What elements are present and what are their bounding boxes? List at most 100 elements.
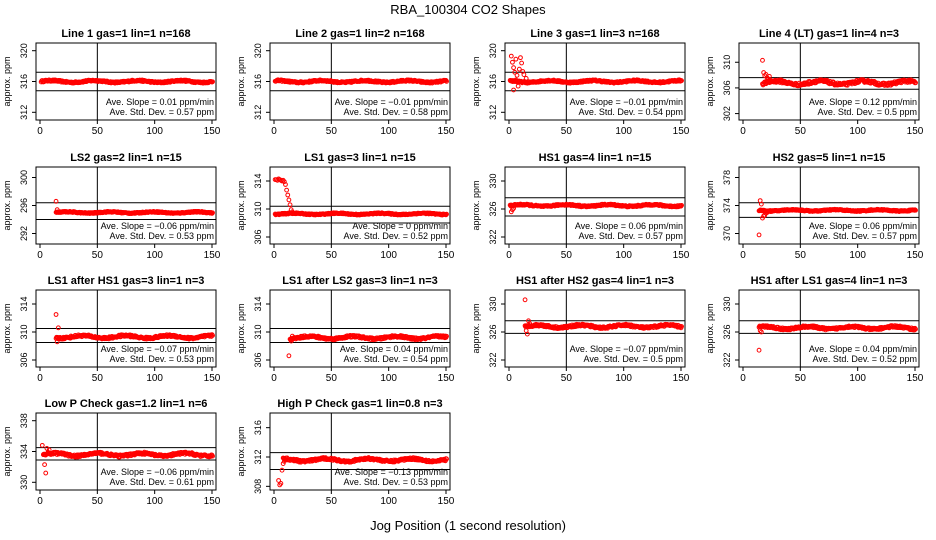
x-tick-label: 100 [849, 126, 866, 137]
std-dev-annotation: Ave. Std. Dev. = 0.53 ppm [110, 354, 214, 364]
x-tick-label: 150 [673, 250, 690, 261]
std-dev-annotation: Ave. Std. Dev. = 0.61 ppm [110, 477, 214, 487]
data-point [444, 333, 449, 339]
panel-title: Low P Check gas=1.2 lin=1 n=6 [45, 398, 208, 410]
x-tick-label: 150 [673, 126, 690, 137]
data-point [510, 59, 515, 65]
y-axis-label: approx. ppm [236, 56, 246, 106]
x-tick-label: 100 [380, 126, 397, 137]
y-tick-label: 316 [253, 74, 263, 89]
x-tick-label: 50 [795, 126, 807, 137]
y-tick-label: 310 [722, 55, 732, 70]
x-tick-label: 50 [92, 496, 104, 507]
data-point [55, 325, 61, 331]
slope-annotation: Ave. Slope = −0.13 ppm/min [335, 467, 448, 477]
y-tick-label: 330 [488, 296, 498, 311]
plot-frame [504, 166, 686, 245]
y-tick-label: 320 [253, 43, 263, 58]
x-tick-label: 0 [506, 126, 512, 137]
std-dev-annotation: Ave. Std. Dev. = 0.5 ppm [818, 107, 917, 117]
y-tick-label: 310 [253, 201, 263, 216]
data-point [276, 478, 281, 483]
data-point [283, 182, 288, 187]
y-tick-label: 312 [488, 105, 498, 120]
slope-annotation: Ave. Slope = 0.06 ppm/min [575, 221, 683, 231]
y-tick-label: 320 [488, 43, 498, 58]
panel-12: HS1 after LS1 gas=4 lin=1 n=3 approx. ppm… [705, 275, 924, 384]
y-axis-label: approx. ppm [471, 303, 481, 353]
x-tick-label: 100 [380, 496, 397, 507]
y-tick-label: 292 [19, 226, 29, 241]
x-tick-label: 50 [326, 373, 338, 384]
data-point [522, 297, 528, 303]
std-dev-annotation: Ave. Std. Dev. = 0.5 ppm [584, 354, 683, 364]
y-axis-label: approx. ppm [471, 180, 481, 230]
std-dev-annotation: Ave. Std. Dev. = 0.52 ppm [344, 231, 448, 241]
y-tick-label: 316 [253, 420, 263, 435]
x-tick-label: 100 [849, 373, 866, 384]
plot-frame [269, 166, 451, 245]
data-point [53, 312, 59, 317]
std-dev-annotation: Ave. Std. Dev. = 0.57 ppm [813, 231, 917, 241]
y-tick-label: 306 [19, 352, 29, 367]
slope-annotation: Ave. Slope = 0.04 ppm/min [340, 344, 448, 354]
panel-3: Line 3 gas=1 lin=3 n=168 approx. ppm 312 31… [471, 28, 690, 137]
data-point [281, 179, 287, 185]
y-tick-label: 316 [488, 74, 498, 89]
std-dev-annotation: Ave. Std. Dev. = 0.54 ppm [344, 354, 448, 364]
panel-title: HS2 gas=5 lin=1 n=15 [773, 152, 886, 164]
x-tick-label: 100 [380, 250, 397, 261]
panel-2: Line 2 gas=1 lin=2 n=168 approx. ppm 312 31… [236, 28, 455, 137]
y-axis-label: approx. ppm [705, 56, 715, 106]
x-tick-label: 0 [506, 373, 512, 384]
figure-title: RBA_100304 CO2 Shapes [390, 2, 546, 17]
y-axis-label: approx. ppm [236, 180, 246, 230]
data-point [512, 69, 518, 75]
y-tick-label: 314 [19, 296, 29, 311]
panel-title: HS1 after HS2 gas=4 lin=1 n=3 [516, 275, 674, 287]
panel-13: Low P Check gas=1.2 lin=1 n=6 approx. ppm… [2, 398, 221, 507]
y-tick-label: 310 [253, 324, 263, 339]
plot-frame [504, 289, 686, 368]
slope-annotation: Ave. Slope = 0.01 ppm/min [106, 97, 214, 107]
y-tick-label: 326 [488, 201, 498, 216]
y-axis-label: approx. ppm [2, 56, 12, 106]
y-tick-label: 296 [19, 198, 29, 213]
x-tick-label: 50 [326, 250, 338, 261]
data-point [516, 66, 522, 72]
data-point [285, 192, 291, 198]
panel-title: Line 2 gas=1 lin=2 n=168 [295, 28, 424, 40]
x-tick-label: 50 [561, 250, 573, 261]
y-tick-label: 322 [488, 352, 498, 367]
panel-title: LS1 after LS2 gas=3 lin=1 n=3 [282, 275, 438, 287]
panel-title: HS1 gas=4 lin=1 n=15 [539, 152, 652, 164]
std-dev-annotation: Ave. Std. Dev. = 0.58 ppm [344, 107, 448, 117]
x-tick-label: 50 [326, 496, 338, 507]
y-axis-label: approx. ppm [2, 426, 12, 476]
data-point [679, 324, 684, 329]
y-tick-label: 334 [19, 444, 29, 459]
y-tick-label: 312 [19, 105, 29, 120]
y-tick-label: 314 [253, 173, 263, 188]
x-tick-label: 150 [204, 496, 221, 507]
x-tick-label: 100 [615, 373, 632, 384]
panel-9: LS1 after HS1 gas=3 lin=1 n=3 approx. ppm… [2, 275, 221, 384]
slope-annotation: Ave. Slope = 0.04 ppm/min [809, 344, 917, 354]
y-tick-label: 302 [722, 106, 732, 121]
x-tick-label: 0 [506, 250, 512, 261]
panel-title: LS1 gas=3 lin=1 n=15 [304, 152, 416, 164]
data-point [679, 78, 684, 84]
x-tick-label: 100 [146, 373, 163, 384]
x-tick-label: 0 [37, 126, 43, 137]
data-point [444, 456, 449, 462]
x-tick-label: 150 [907, 250, 924, 261]
x-tick-label: 150 [673, 373, 690, 384]
x-tick-label: 50 [795, 250, 807, 261]
data-point [756, 347, 762, 353]
y-tick-label: 338 [19, 413, 29, 428]
data-point [519, 60, 525, 66]
x-tick-label: 0 [37, 250, 43, 261]
slope-annotation: Ave. Slope = −0.06 ppm/min [101, 467, 214, 477]
